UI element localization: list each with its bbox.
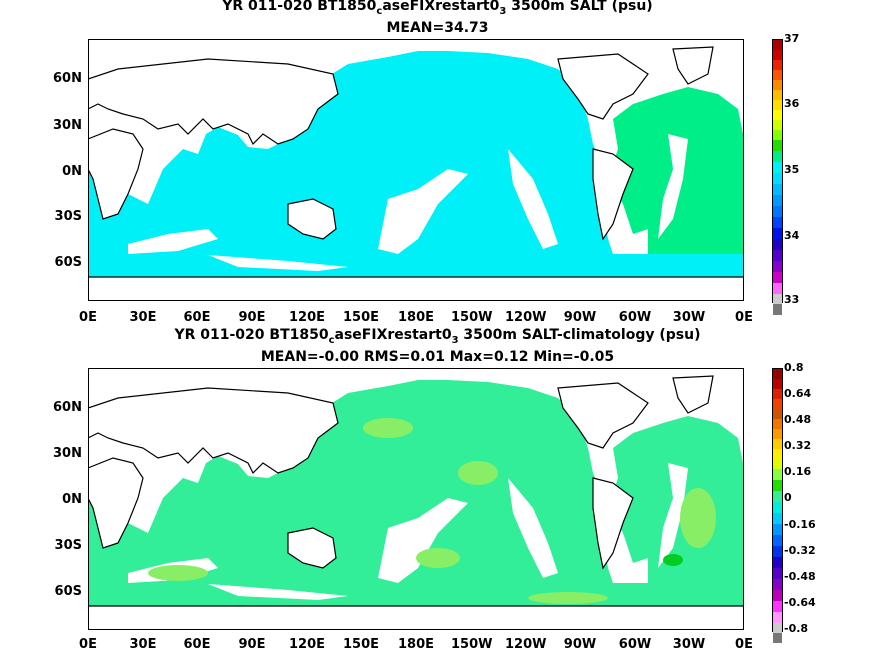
xlabel-60w: 60W bbox=[618, 310, 652, 325]
africa bbox=[88, 128, 144, 220]
colorbar-salt-label: 33 bbox=[784, 293, 800, 306]
ylabel-0n: 0N bbox=[62, 492, 82, 507]
pacific-indian-basin bbox=[88, 51, 613, 254]
pacific-indian-basin bbox=[88, 380, 613, 583]
colorbar-salt-label: 35 bbox=[784, 163, 800, 176]
panel2-title: YR 011-020 BT1850caseFIXrestart03 3500m … bbox=[174, 327, 701, 346]
anomaly-patch bbox=[148, 565, 208, 581]
eurasia bbox=[88, 387, 339, 475]
greenland bbox=[672, 375, 714, 414]
southern-basin bbox=[88, 583, 744, 606]
north-america bbox=[557, 53, 649, 120]
xlabel-0e-right: 0E bbox=[735, 637, 753, 652]
ylabel-60n: 60N bbox=[53, 400, 82, 415]
anomaly-patch bbox=[680, 488, 716, 548]
antarctic-gap bbox=[208, 584, 348, 600]
xlabel-90w: 90W bbox=[563, 637, 597, 652]
colorbar-anomaly-label: 0.8 bbox=[784, 361, 804, 374]
anomaly-patch bbox=[528, 592, 608, 604]
anomaly-patch bbox=[458, 461, 498, 485]
xlabel-180e: 180E bbox=[397, 310, 435, 325]
panel2-subtitle: MEAN=-0.00 RMS=0.01 Max=0.12 Min=-0.05 bbox=[260, 349, 615, 365]
xlabel-30e: 30E bbox=[129, 310, 157, 325]
ylabel-60s: 60S bbox=[54, 584, 82, 599]
mid-atlantic-gap bbox=[658, 463, 688, 568]
xlabel-150w: 150W bbox=[451, 637, 493, 652]
xlabel-90e: 90E bbox=[238, 310, 266, 325]
antarctica bbox=[88, 276, 744, 301]
panel1-subtitle: MEAN=34.73 bbox=[386, 20, 489, 36]
xlabel-30w: 30W bbox=[672, 310, 706, 325]
colorbar-anomaly-label: -0.32 bbox=[784, 544, 816, 557]
south-america bbox=[592, 477, 634, 570]
xlabel-150w: 150W bbox=[451, 310, 493, 325]
xlabel-120e: 120E bbox=[288, 310, 326, 325]
colorbar-anomaly-label: 0.64 bbox=[784, 387, 812, 400]
east-pacific-gap bbox=[508, 478, 558, 578]
pacific-gap bbox=[378, 169, 468, 254]
colorbar-anomaly-label: -0.8 bbox=[784, 622, 809, 635]
anomaly-patch bbox=[363, 418, 413, 438]
east-pacific-gap bbox=[508, 149, 558, 249]
antarctica bbox=[88, 605, 744, 630]
xlabel-30w: 30W bbox=[672, 637, 706, 652]
australia bbox=[287, 198, 337, 240]
colorbar-anomaly-label: -0.16 bbox=[784, 518, 816, 531]
xlabel-120w: 120W bbox=[505, 637, 547, 652]
xlabel-90e: 90E bbox=[238, 637, 266, 652]
panel1-title: YR 011-020 BT1850caseFIXrestart03 3500m … bbox=[222, 0, 653, 17]
southern-basin bbox=[88, 254, 744, 277]
eurasia bbox=[88, 58, 339, 146]
australia bbox=[287, 527, 337, 569]
south-america bbox=[592, 148, 634, 241]
greenland bbox=[672, 46, 714, 85]
xlabel-60e: 60E bbox=[183, 637, 211, 652]
xlabel-0e: 0E bbox=[79, 637, 97, 652]
xlabel-0e: 0E bbox=[79, 310, 97, 325]
colorbar-salt-label: 37 bbox=[784, 32, 800, 45]
xlabel-0e-right: 0E bbox=[735, 310, 753, 325]
colorbar-salt bbox=[772, 39, 783, 315]
colorbar-salt-label: 34 bbox=[784, 229, 800, 242]
salinity-anomaly-map bbox=[88, 368, 744, 630]
ylabel-60s: 60S bbox=[54, 255, 82, 270]
xlabel-120w: 120W bbox=[505, 310, 547, 325]
antarctic-gap bbox=[208, 255, 348, 271]
colorbar-anomaly-label: 0 bbox=[784, 491, 792, 504]
pacific-gap bbox=[378, 498, 468, 583]
ylabel-30s: 30S bbox=[54, 209, 82, 224]
salinity-map bbox=[88, 39, 744, 301]
xlabel-60e: 60E bbox=[183, 310, 211, 325]
colorbar-anomaly-label: 0.48 bbox=[784, 413, 812, 426]
ylabel-0n: 0N bbox=[62, 164, 82, 179]
xlabel-90w: 90W bbox=[563, 310, 597, 325]
colorbar-anomaly-label: -0.64 bbox=[784, 596, 816, 609]
north-america bbox=[557, 382, 649, 449]
ylabel-30n: 30N bbox=[53, 118, 82, 133]
colorbar-anomaly-label: 0.32 bbox=[784, 439, 812, 452]
ylabel-60n: 60N bbox=[53, 71, 82, 86]
xlabel-60w: 60W bbox=[618, 637, 652, 652]
indian-gap bbox=[128, 229, 218, 254]
anomaly-patch bbox=[416, 548, 460, 568]
ylabel-30n: 30N bbox=[53, 446, 82, 461]
anomaly-peak bbox=[663, 554, 683, 566]
colorbar-salt-label: 36 bbox=[784, 97, 800, 110]
colorbar-anomaly-label: -0.48 bbox=[784, 570, 816, 583]
colorbar-anomaly-label: 0.16 bbox=[784, 465, 812, 478]
xlabel-120e: 120E bbox=[288, 637, 326, 652]
xlabel-150e: 150E bbox=[342, 637, 380, 652]
xlabel-30e: 30E bbox=[129, 637, 157, 652]
xlabel-180e: 180E bbox=[397, 637, 435, 652]
colorbar-anomaly bbox=[772, 368, 783, 643]
xlabel-150e: 150E bbox=[342, 310, 380, 325]
africa bbox=[88, 457, 144, 549]
ylabel-30s: 30S bbox=[54, 538, 82, 553]
mid-atlantic-gap bbox=[658, 134, 688, 239]
